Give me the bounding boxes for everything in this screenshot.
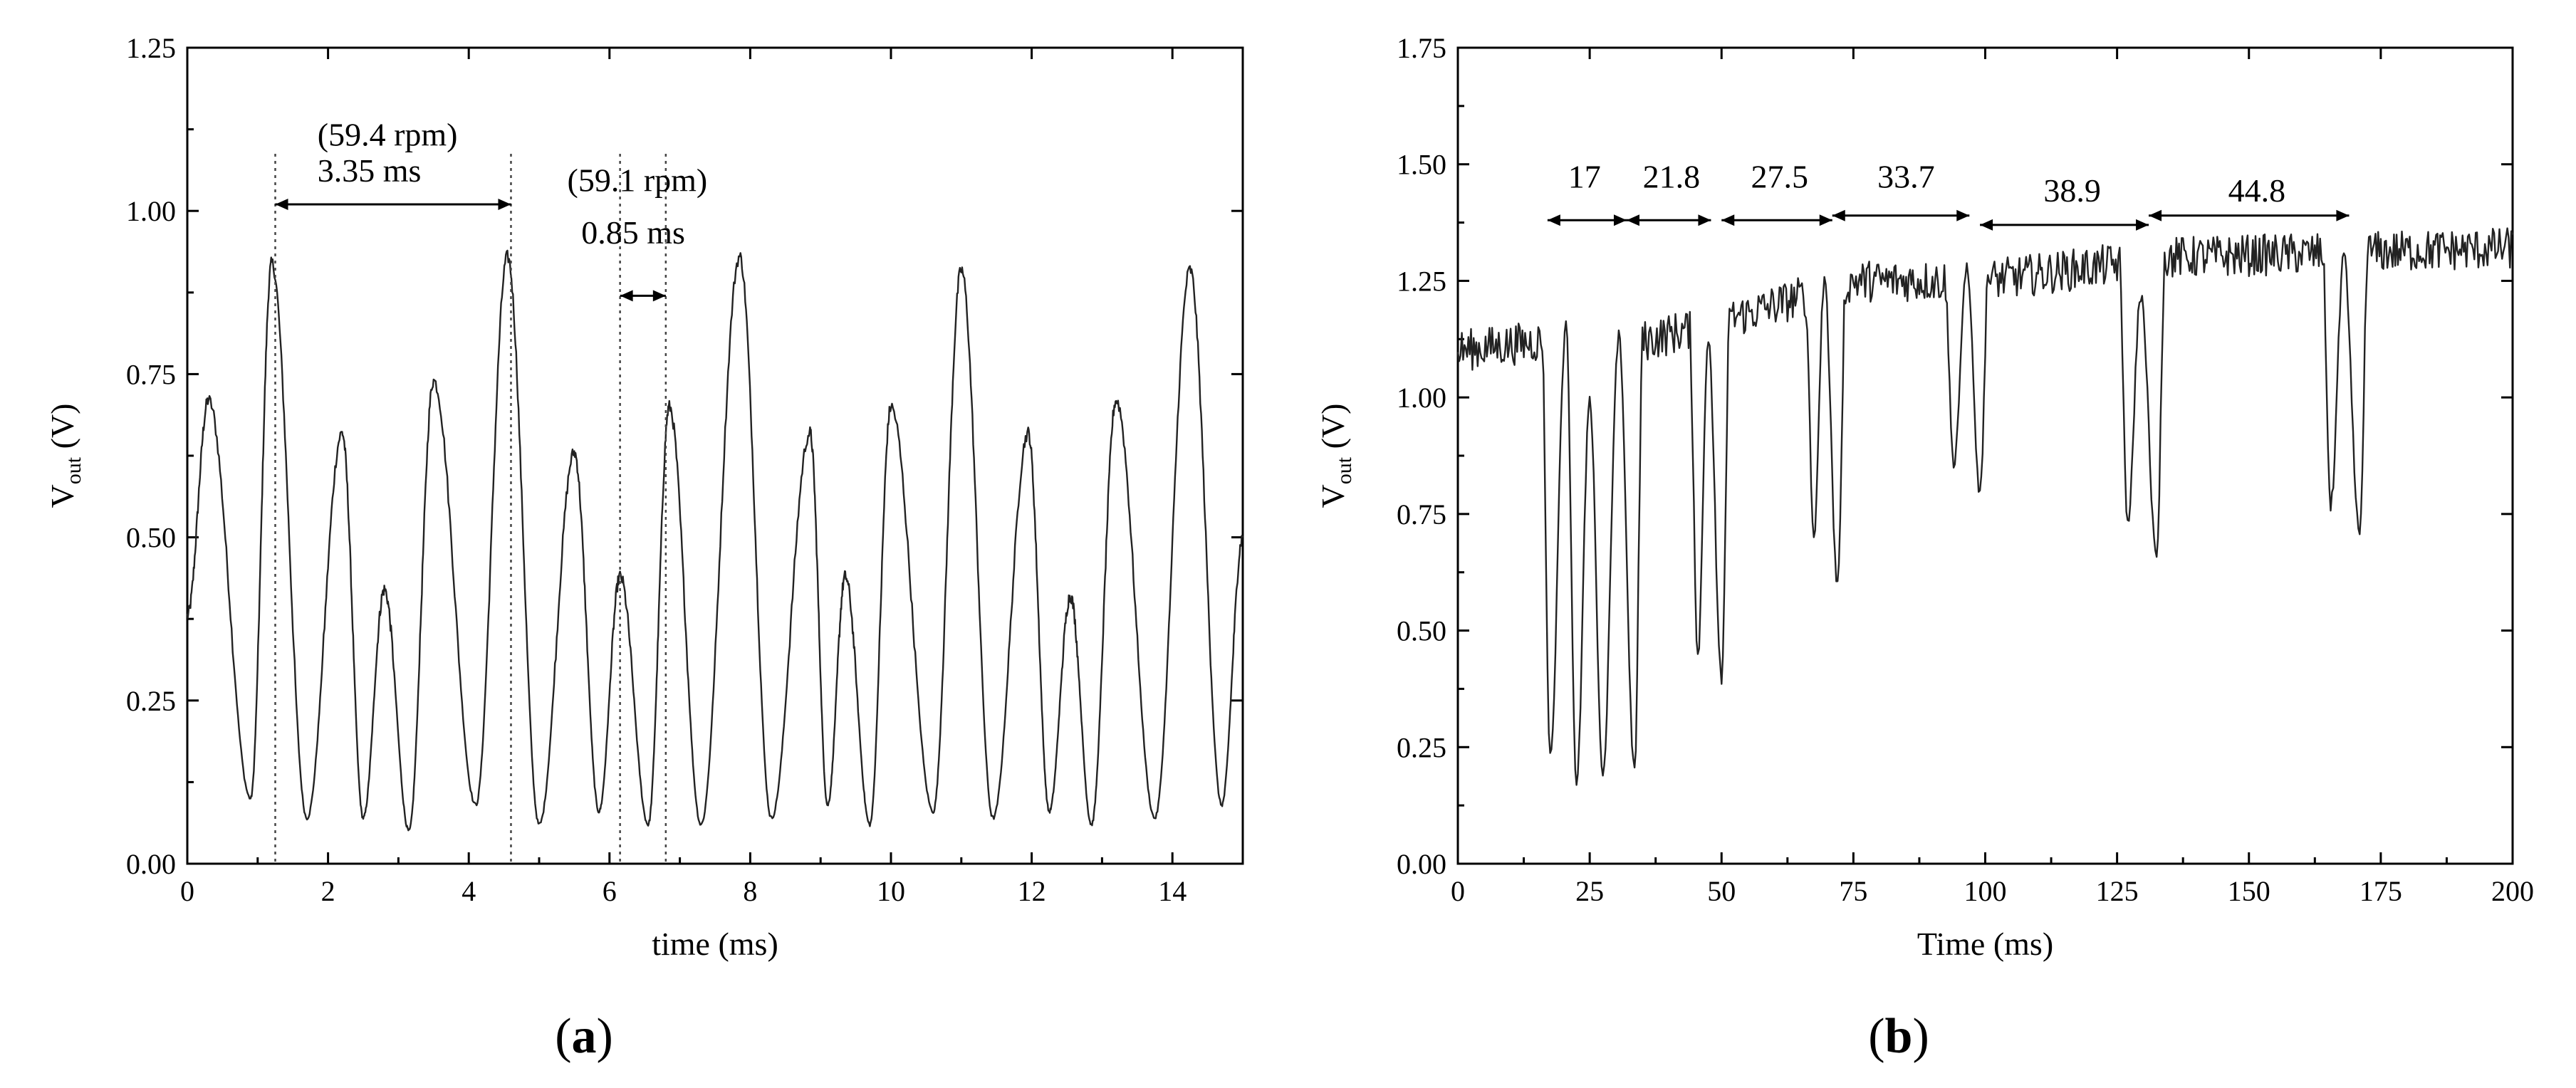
x-tick-label: 200 — [2491, 875, 2534, 907]
y-tick-label: 0.25 — [126, 685, 176, 717]
panel-label-letter: a — [572, 1009, 597, 1064]
y-axis-title-main: V — [1315, 484, 1351, 508]
x-tick-label: 8 — [743, 875, 757, 907]
y-tick-label: 1.75 — [1397, 32, 1446, 64]
x-axis-title: time (ms) — [652, 926, 778, 962]
arrow-head-left — [1832, 209, 1845, 221]
y-tick-label: 0.00 — [1397, 848, 1446, 880]
annotation-label: 17 — [1568, 158, 1601, 194]
annotation-label: 0.85 ms — [581, 214, 685, 251]
x-tick-label: 14 — [1158, 875, 1187, 907]
y-tick-label: 1.25 — [126, 32, 176, 64]
chart-panel-a: 0 2 4 6 8 10 12 14 0.00 0.25 0.50 0.75 1.00 1.25 time … — [44, 32, 1244, 1064]
x-tick-label: 100 — [1964, 875, 2007, 907]
arrow-head-right — [498, 199, 511, 211]
annotation-label: 21.8 — [1643, 158, 1701, 194]
x-tick-label: 25 — [1575, 875, 1604, 907]
y-axis-title-main: V — [44, 484, 80, 508]
arrow-head-left — [620, 290, 633, 302]
panel-label-close: ) — [597, 1009, 613, 1064]
arrow-head-right — [2336, 209, 2350, 221]
arrow-head-right — [1819, 214, 1832, 226]
annotation-label: (59.4 rpm) — [318, 117, 458, 153]
arrow-head-right — [2136, 219, 2149, 231]
y-tick-label: 1.00 — [126, 195, 176, 227]
x-tick-label: 75 — [1839, 875, 1867, 907]
x-tick-label: 0 — [1451, 875, 1465, 907]
annotation-label: 38.9 — [2043, 172, 2101, 209]
x-tick-label: 2 — [321, 875, 335, 907]
panel-label-close: ) — [1912, 1009, 1929, 1064]
x-tick-label: 150 — [2228, 875, 2270, 907]
y-axis-title: Vout (V) — [1315, 404, 1356, 508]
x-tick-label: 4 — [462, 875, 476, 907]
arrow-head-left — [275, 199, 288, 211]
x-tick-label: 0 — [180, 875, 194, 907]
panel-label-letter: b — [1885, 1009, 1913, 1064]
panel-label-open: ( — [1868, 1009, 1884, 1064]
arrow-head-left — [1626, 214, 1639, 226]
y-tick-label: 0.75 — [126, 358, 176, 390]
y-axis-title-unit: (V) — [1315, 404, 1351, 457]
annotation-label: 33.7 — [1877, 158, 1935, 194]
signal-trace — [186, 249, 1244, 832]
y-tick-label: 1.25 — [1397, 265, 1446, 297]
annotation-label: 3.35 ms — [318, 152, 422, 189]
arrow-head-right — [1956, 209, 1970, 221]
y-tick-label: 1.50 — [1397, 149, 1446, 181]
y-tick-label: 0.25 — [1397, 731, 1446, 763]
panel-label-open: ( — [555, 1009, 571, 1064]
annotation-label: (59.1 rpm) — [568, 162, 708, 199]
y-tick-label: 0.50 — [1397, 615, 1446, 647]
y-tick-label: 0.50 — [126, 522, 176, 554]
x-tick-label: 10 — [877, 875, 905, 907]
y-axis-title: Vout (V) — [44, 404, 85, 508]
arrow-head-right — [1613, 214, 1627, 226]
x-tick-label: 50 — [1707, 875, 1736, 907]
x-axis-title: Time (ms) — [1917, 926, 2053, 962]
arrow-head-left — [2149, 209, 2162, 221]
x-tick-label: 6 — [603, 875, 617, 907]
chart-panel-b: 0 25 50 75 100 125 150 175 200 0.00 0.25 0.50 0.75 1.… — [1315, 32, 2534, 1064]
y-tick-label: 0.00 — [126, 848, 176, 880]
arrow-head-left — [1980, 219, 1993, 231]
y-axis-title-unit: (V) — [44, 404, 80, 457]
y-axis-title-subscript: out — [1333, 456, 1356, 484]
x-tick-label: 175 — [2359, 875, 2402, 907]
panel-label: (a) — [555, 1009, 613, 1064]
y-axis-title-subscript: out — [62, 456, 85, 484]
arrow-head-left — [1721, 214, 1735, 226]
annotation-label: 27.5 — [1751, 158, 1808, 194]
y-tick-label: 1.00 — [1397, 382, 1446, 414]
arrow-head-right — [1698, 214, 1711, 226]
annotation-label: 44.8 — [2228, 172, 2286, 209]
arrow-head-left — [1547, 214, 1560, 226]
signal-trace — [1456, 227, 2514, 786]
x-tick-label: 12 — [1018, 875, 1046, 907]
arrow-head-right — [652, 290, 666, 302]
y-tick-label: 0.75 — [1397, 498, 1446, 530]
panel-label: (b) — [1868, 1009, 1929, 1064]
x-tick-label: 125 — [2096, 875, 2139, 907]
